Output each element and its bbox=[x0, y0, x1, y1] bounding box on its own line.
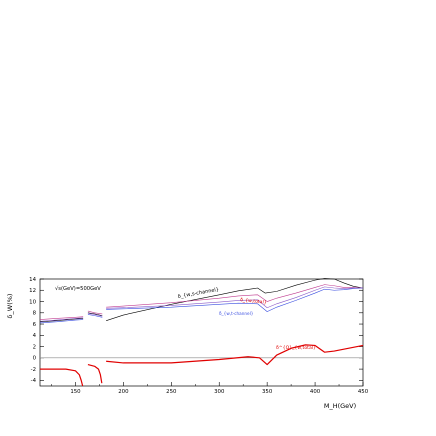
series-line-red bbox=[87, 364, 103, 384]
x-tick-label: 350 bbox=[262, 389, 273, 395]
series-line-red bbox=[40, 368, 84, 387]
plot-frame bbox=[39, 278, 364, 387]
y-tick-label: 6 bbox=[33, 322, 37, 328]
x-tick-label: 400 bbox=[310, 389, 321, 395]
y-tick-label: 0 bbox=[33, 356, 37, 362]
series-line-blue bbox=[106, 287, 364, 312]
x-tick-label: 200 bbox=[118, 389, 129, 395]
t-channel-label: δ_{w,t-channel} bbox=[219, 311, 254, 316]
series-line-purple bbox=[39, 317, 84, 322]
series-line-red bbox=[106, 344, 364, 366]
y-tick-label: 2 bbox=[33, 344, 36, 350]
y-tick-label: 12 bbox=[29, 288, 36, 294]
series-line-purple bbox=[87, 313, 103, 317]
series-line-black bbox=[87, 312, 103, 316]
y-tick-label: 8 bbox=[33, 311, 37, 317]
w-total-label: δ_{w,total} bbox=[240, 297, 267, 306]
y-tick-label: -4 bbox=[31, 378, 37, 384]
x-axis-label: M_H(GeV) bbox=[324, 402, 356, 410]
y-tick-label: 4 bbox=[33, 333, 37, 339]
y-tick-label: -2 bbox=[31, 367, 36, 373]
series-line-magenta bbox=[106, 284, 364, 308]
s-channel-label: δ_{w,s-channel} bbox=[177, 287, 219, 300]
series-line-blue bbox=[39, 319, 84, 324]
series-line-magenta bbox=[87, 310, 103, 315]
qcd-total-label: δ^{Q}_{w,total} bbox=[276, 345, 316, 351]
y-tick-label: 14 bbox=[29, 277, 36, 283]
series-line-black bbox=[39, 318, 84, 323]
series-line-purple bbox=[106, 286, 363, 309]
y-axis-label: δ_W(%) bbox=[6, 294, 14, 319]
series-line-blue bbox=[87, 314, 103, 318]
y-tick-label: 10 bbox=[29, 299, 36, 305]
x-tick-label: 250 bbox=[166, 389, 177, 395]
energy-annotation: √s(GeV)=500GeV bbox=[55, 285, 101, 292]
x-tick-label: 300 bbox=[214, 389, 225, 395]
x-tick-label: 450 bbox=[358, 389, 369, 395]
x-tick-label: 150 bbox=[70, 389, 81, 395]
series-line-magenta bbox=[39, 316, 84, 320]
